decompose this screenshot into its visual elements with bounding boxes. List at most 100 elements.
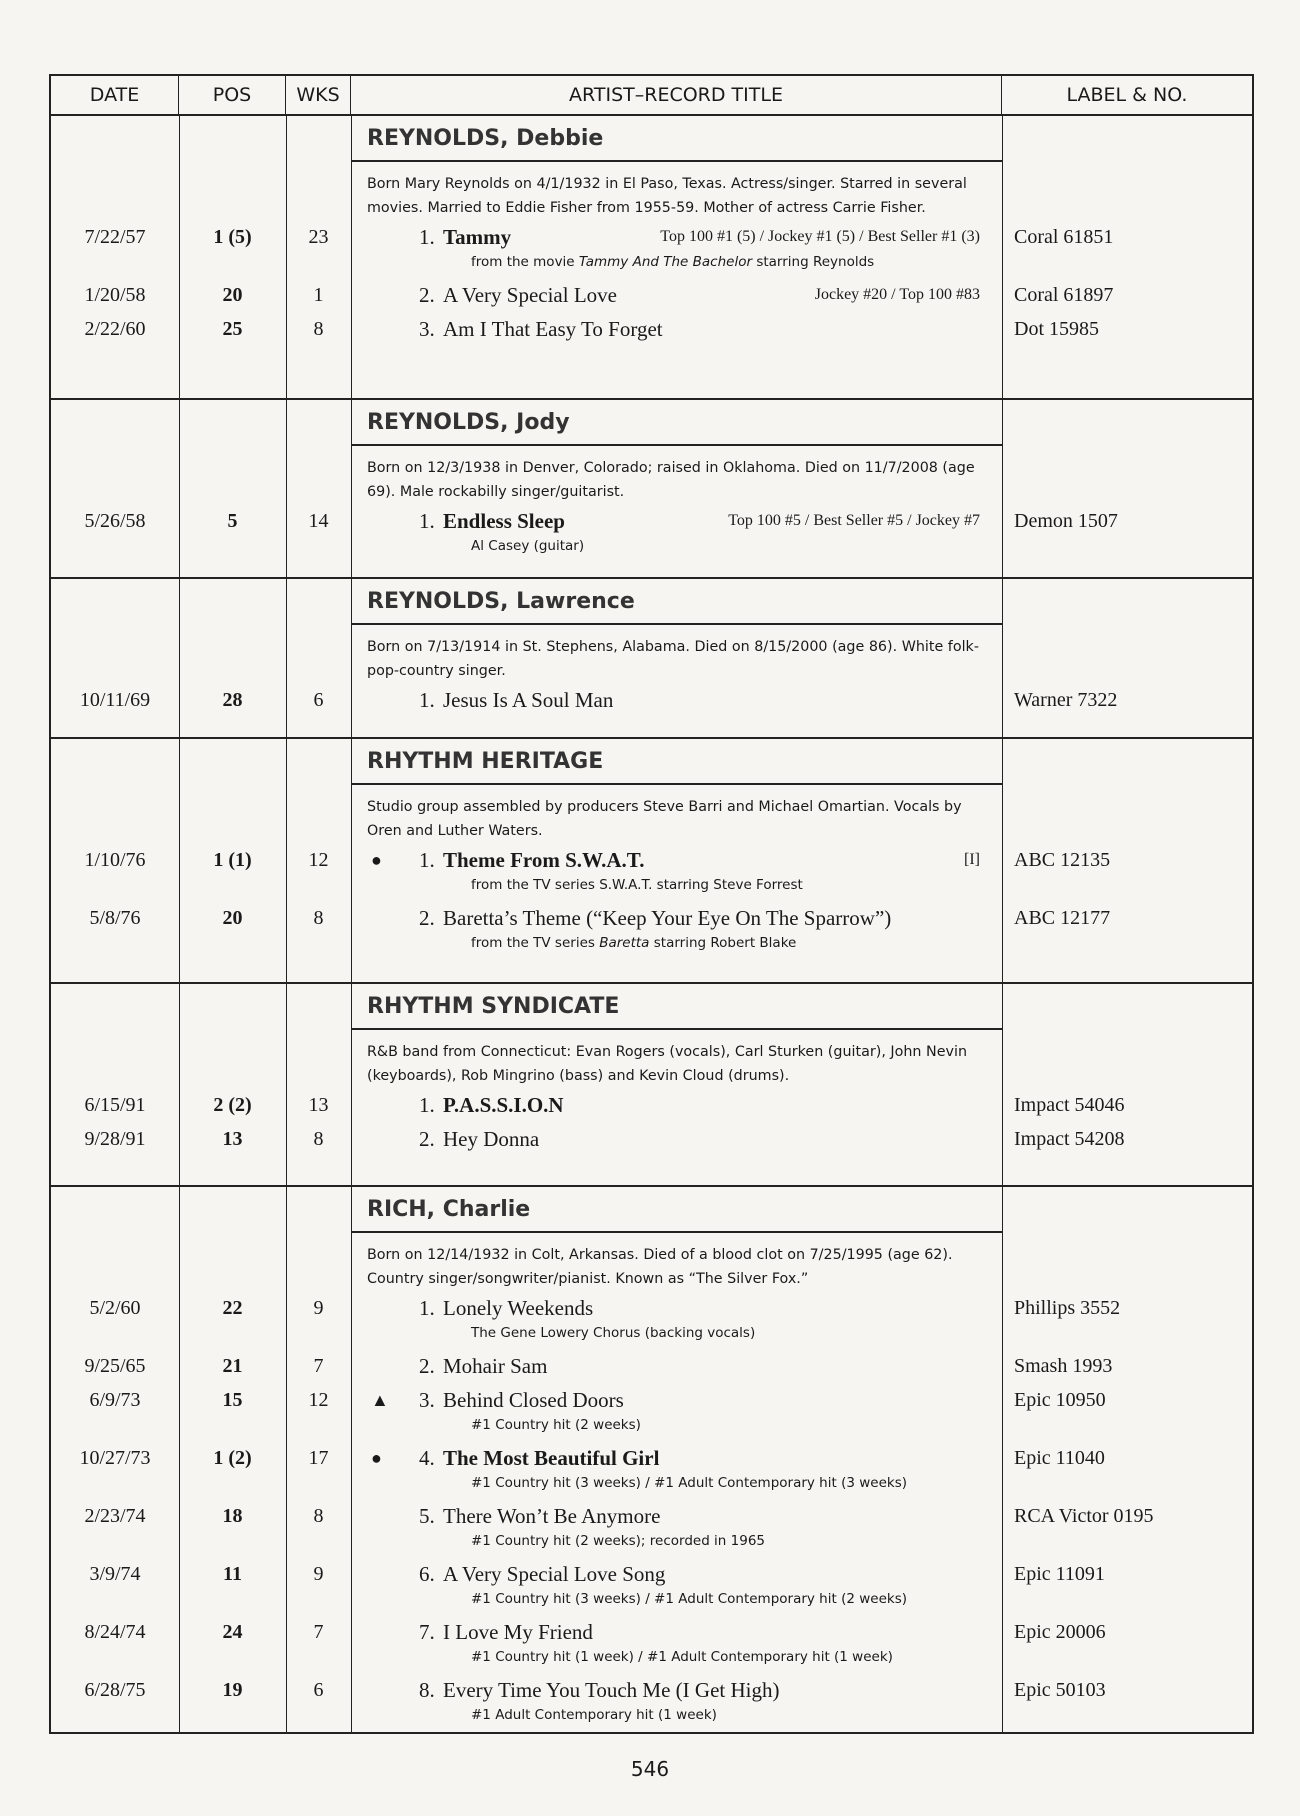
song-row: 2/23/74 18 8 5. There Won’t Be Anymore R… bbox=[51, 1499, 1252, 1557]
song-row: 9/25/65 21 7 2. Mohair Sam Smash 1993 bbox=[51, 1349, 1252, 1383]
record-label: Impact 54208 bbox=[1014, 1127, 1125, 1150]
artist-name: REYNOLDS, Lawrence bbox=[351, 579, 1002, 625]
artist-bio: Studio group assembled by producers Stev… bbox=[367, 799, 962, 839]
song-number: 1. bbox=[419, 508, 435, 533]
song-title-cell: ● 4. The Most Beautiful Girl bbox=[351, 1441, 1002, 1475]
debut-date: 9/25/65 bbox=[84, 1354, 146, 1377]
artist-name: RICH, Charlie bbox=[351, 1187, 1002, 1233]
song-note: The Gene Lowery Chorus (backing vocals) bbox=[351, 1325, 1002, 1349]
song-title: Am I That Easy To Forget bbox=[443, 316, 663, 341]
peak-position: 13 bbox=[222, 1127, 243, 1150]
song-title: Behind Closed Doors bbox=[443, 1387, 624, 1412]
song-number: 7. bbox=[419, 1619, 435, 1644]
artist-section: REYNOLDS, Debbie Born Mary Reynolds on 4/… bbox=[51, 116, 1252, 400]
column-divider bbox=[179, 116, 180, 398]
song-note: #1 Country hit (1 week) / #1 Adult Conte… bbox=[351, 1649, 1002, 1673]
artist-section: REYNOLDS, Lawrence Born on 7/13/1914 in S… bbox=[51, 579, 1252, 739]
song-title-cell: 2. Hey Donna bbox=[351, 1122, 1002, 1156]
weeks-charted: 1 bbox=[313, 283, 324, 306]
note-italic: Tammy And The Bachelor bbox=[578, 254, 753, 270]
song-number: 2. bbox=[419, 905, 435, 930]
page-number: 546 bbox=[630, 1757, 670, 1781]
debut-date: 6/9/73 bbox=[89, 1388, 141, 1411]
song-title: Mohair Sam bbox=[443, 1353, 548, 1378]
column-divider bbox=[286, 579, 287, 737]
song-title: There Won’t Be Anymore bbox=[443, 1503, 661, 1528]
debut-date: 2/22/60 bbox=[84, 317, 146, 340]
peak-position: 19 bbox=[222, 1678, 243, 1701]
weeks-charted: 12 bbox=[308, 1388, 329, 1411]
column-divider bbox=[179, 1187, 180, 1732]
song-title: Lonely Weekends bbox=[443, 1295, 594, 1320]
song-number: 1. bbox=[419, 847, 435, 872]
note-text: #1 Country hit (1 week) / #1 Adult Conte… bbox=[471, 1649, 893, 1665]
column-divider bbox=[351, 739, 352, 982]
record-label: Coral 61897 bbox=[1014, 283, 1114, 306]
song-note: from the TV series S.W.A.T. starring Ste… bbox=[351, 877, 1002, 901]
song-title: A Very Special Love bbox=[443, 282, 617, 307]
song-title: Hey Donna bbox=[443, 1126, 540, 1151]
song-row: 2/22/60 25 8 3. Am I That Easy To Forget… bbox=[51, 312, 1252, 346]
debut-date: 6/15/91 bbox=[84, 1093, 146, 1116]
chart-info: [I] bbox=[964, 851, 980, 868]
weeks-charted: 9 bbox=[313, 1296, 324, 1319]
column-divider bbox=[351, 579, 352, 737]
peak-position: 28 bbox=[222, 688, 243, 711]
song-number: 8. bbox=[419, 1677, 435, 1702]
weeks-charted: 8 bbox=[313, 1127, 324, 1150]
song-title: P.A.S.S.I.O.N bbox=[443, 1092, 564, 1117]
record-label: Epic 20006 bbox=[1014, 1620, 1106, 1643]
song-note: #1 Country hit (3 weeks) / #1 Adult Cont… bbox=[351, 1475, 1002, 1499]
weeks-charted: 9 bbox=[313, 1562, 324, 1585]
song-note: #1 Country hit (3 weeks) / #1 Adult Cont… bbox=[351, 1591, 1002, 1615]
song-row: 5/8/76 20 8 2. Baretta’s Theme (“Keep Yo… bbox=[51, 901, 1252, 959]
column-divider bbox=[286, 400, 287, 577]
column-divider bbox=[351, 400, 352, 577]
peak-position: 18 bbox=[222, 1504, 243, 1527]
record-label: Epic 11040 bbox=[1014, 1446, 1105, 1469]
note-text: starring Reynolds bbox=[752, 254, 875, 270]
song-title-cell: 1. Endless Sleep Top 100 #5 / Best Selle… bbox=[351, 504, 1002, 538]
song-title-cell: 1. Tammy Top 100 #1 (5) / Jockey #1 (5) … bbox=[351, 220, 1002, 254]
column-divider bbox=[351, 1187, 352, 1732]
song-title: The Most Beautiful Girl bbox=[443, 1445, 660, 1470]
weeks-charted: 14 bbox=[308, 509, 329, 532]
debut-date: 3/9/74 bbox=[89, 1562, 141, 1585]
gold-record-dot-icon: ● bbox=[371, 849, 382, 870]
note-text: from the TV series bbox=[471, 935, 600, 951]
column-divider bbox=[1002, 116, 1003, 398]
note-text: #1 Country hit (3 weeks) / #1 Adult Cont… bbox=[471, 1591, 907, 1607]
debut-date: 7/22/57 bbox=[84, 225, 146, 248]
song-title-cell: 7. I Love My Friend bbox=[351, 1615, 1002, 1649]
record-label: Coral 61851 bbox=[1014, 225, 1114, 248]
header-date: DATE bbox=[51, 76, 179, 114]
song-note: Al Casey (guitar) bbox=[351, 538, 1002, 562]
column-divider bbox=[179, 579, 180, 737]
record-label: Demon 1507 bbox=[1014, 509, 1118, 532]
song-title-cell: 1. P.A.S.S.I.O.N bbox=[351, 1088, 1002, 1122]
platinum-triangle-icon: ▲ bbox=[371, 1389, 389, 1410]
song-row: 3/9/74 11 9 6. A Very Special Love Song … bbox=[51, 1557, 1252, 1615]
record-label: Impact 54046 bbox=[1014, 1093, 1125, 1116]
note-text: #1 Country hit (2 weeks) bbox=[471, 1417, 641, 1433]
column-divider bbox=[179, 400, 180, 577]
debut-date: 5/26/58 bbox=[84, 509, 146, 532]
song-title-cell: 1. Jesus Is A Soul Man bbox=[351, 683, 1002, 717]
column-divider bbox=[351, 984, 352, 1185]
record-label: Epic 10950 bbox=[1014, 1388, 1106, 1411]
debut-date: 10/11/69 bbox=[79, 688, 151, 711]
record-label: ABC 12135 bbox=[1014, 848, 1111, 871]
weeks-charted: 6 bbox=[313, 688, 324, 711]
artist-bio: R&B band from Connecticut: Evan Rogers (… bbox=[367, 1044, 968, 1084]
song-row: 10/27/73 1 (2) 17 ● 4. The Most Beautifu… bbox=[51, 1441, 1252, 1499]
artist-bio: Born on 12/3/1938 in Denver, Colorado; r… bbox=[367, 460, 975, 500]
weeks-charted: 7 bbox=[313, 1620, 324, 1643]
note-text: #1 Country hit (2 weeks); recorded in 19… bbox=[471, 1533, 766, 1549]
weeks-charted: 8 bbox=[313, 1504, 324, 1527]
song-number: 3. bbox=[419, 1387, 435, 1412]
column-divider bbox=[179, 984, 180, 1185]
song-row: 9/28/91 13 8 2. Hey Donna Impact 54208 bbox=[51, 1122, 1252, 1156]
song-number: 6. bbox=[419, 1561, 435, 1586]
chart-info: Top 100 #5 / Best Seller #5 / Jockey #7 bbox=[728, 512, 980, 529]
peak-position: 15 bbox=[222, 1388, 243, 1411]
